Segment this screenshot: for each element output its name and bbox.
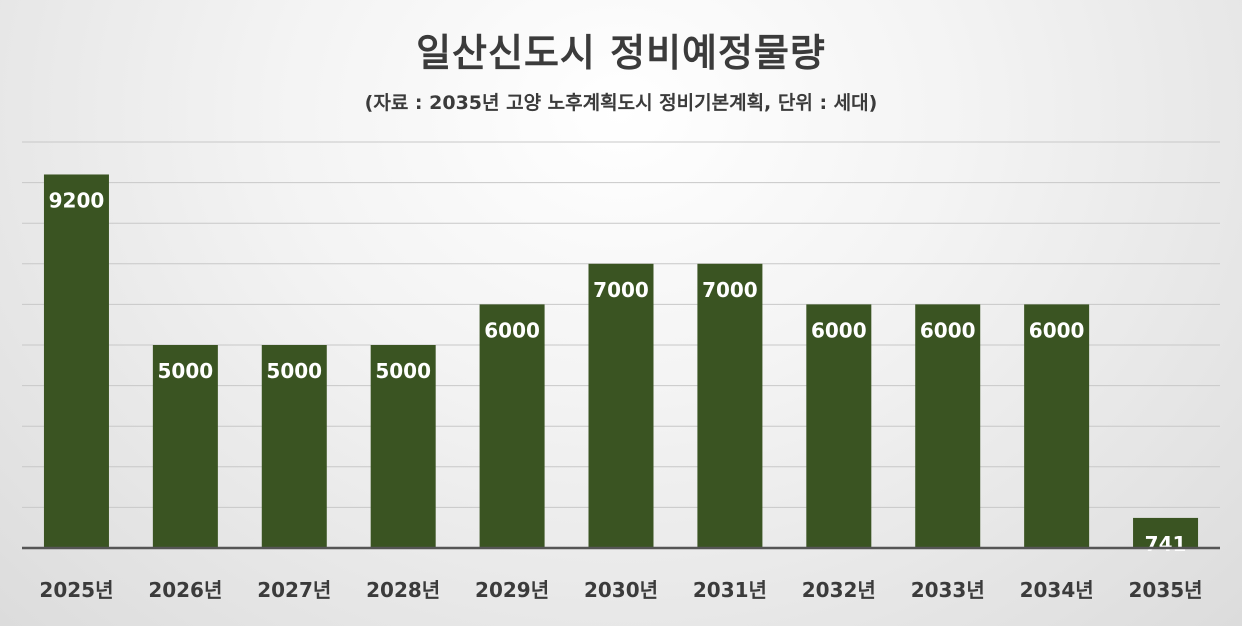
- bar: [261, 345, 327, 548]
- data-label: 6000: [1029, 318, 1085, 342]
- x-tick-label: 2031년: [693, 578, 767, 602]
- x-tick-label: 2033년: [911, 578, 985, 602]
- data-label: 5000: [375, 359, 431, 383]
- x-tick-label: 2029년: [475, 578, 549, 602]
- data-label: 741: [1145, 532, 1187, 556]
- data-label: 6000: [920, 318, 976, 342]
- data-label: 7000: [702, 278, 758, 302]
- data-label: 9200: [49, 188, 105, 212]
- data-label: 5000: [266, 359, 322, 383]
- bar: [806, 304, 872, 548]
- bar: [370, 345, 436, 548]
- x-tick-label: 2026년: [148, 578, 222, 602]
- bar: [152, 345, 218, 548]
- bar: [697, 263, 763, 548]
- data-label: 6000: [811, 318, 867, 342]
- bar: [1133, 517, 1199, 548]
- data-label: 5000: [158, 359, 214, 383]
- data-label: 6000: [484, 318, 540, 342]
- x-tick-label: 2032년: [802, 578, 876, 602]
- chart-title: 일산신도시 정비예정물량: [416, 31, 826, 75]
- data-label: 7000: [593, 278, 649, 302]
- x-tick-label: 2028년: [366, 578, 440, 602]
- x-tick-label: 2030년: [584, 578, 658, 602]
- bar: [479, 304, 545, 548]
- bar: [43, 174, 109, 549]
- bar: [588, 263, 654, 548]
- x-tick-label: 2027년: [257, 578, 331, 602]
- bar: [1024, 304, 1090, 548]
- bar: [915, 304, 981, 548]
- x-tick-label: 2035년: [1129, 578, 1203, 602]
- x-tick-label: 2025년: [39, 578, 113, 602]
- chart-subtitle: (자료 : 2035년 고양 노후계획도시 정비기본계획, 단위 : 세대): [364, 92, 878, 114]
- x-tick-label: 2034년: [1020, 578, 1094, 602]
